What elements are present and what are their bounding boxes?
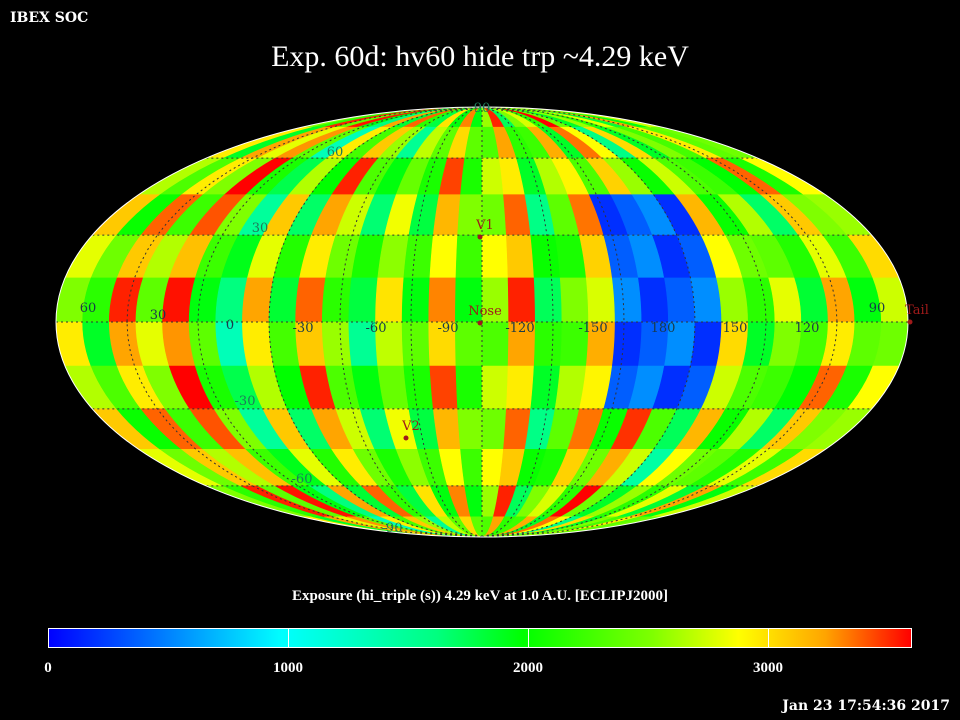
latitude-label: 30 xyxy=(252,221,269,236)
exposure-cell xyxy=(559,277,589,323)
exposure-cell xyxy=(455,365,483,410)
timestamp: Jan 23 17:54:36 2017 xyxy=(782,698,950,714)
latitude-label: 90 xyxy=(474,101,491,116)
exposure-cell xyxy=(506,234,535,279)
exposure-cell xyxy=(506,365,535,410)
marker-label: V1 xyxy=(475,218,494,233)
longitude-label: 120 xyxy=(795,321,820,336)
longitude-label: -60 xyxy=(366,321,387,336)
exposure-cell xyxy=(375,277,405,323)
colorbar-tick-label: 2000 xyxy=(513,660,543,676)
meridian-line xyxy=(126,107,483,537)
longitude-label: -120 xyxy=(505,321,534,336)
latitude-label: -30 xyxy=(235,394,256,409)
exposure-cell xyxy=(403,365,434,410)
meridian-line xyxy=(268,107,483,537)
exposure-cell xyxy=(716,277,749,323)
sky-map: 90 60 30 -30 -60 -90 60 30 0 -30 -60 -90 -120 -150 180… xyxy=(55,101,929,538)
marker-label: Nose xyxy=(468,304,502,319)
exposure-cell xyxy=(530,234,561,279)
exposure-cell xyxy=(533,321,563,367)
meridian-line xyxy=(410,107,483,537)
colorbar-tick-label: 1000 xyxy=(273,660,303,676)
exposure-cell xyxy=(268,277,300,323)
exposure-cell xyxy=(401,277,431,323)
latitude-label: 60 xyxy=(327,145,344,160)
exposure-cell xyxy=(321,321,353,367)
exposure-cell xyxy=(428,277,457,323)
colorbar-tick xyxy=(288,628,289,648)
latitude-label: -90 xyxy=(382,521,403,536)
exposure-cell xyxy=(690,277,722,323)
marker-dot xyxy=(477,320,483,326)
marker-dot xyxy=(403,435,409,441)
exposure-cell xyxy=(507,277,536,323)
exposure-cell xyxy=(481,365,509,410)
exposure-cell xyxy=(455,321,483,367)
longitude-label: 60 xyxy=(80,301,97,316)
meridian-line xyxy=(481,107,696,537)
colorbar-tick xyxy=(528,628,529,648)
longitude-label: 30 xyxy=(150,308,167,323)
page-title: Exp. 60d: hv60 hide trp ~4.29 keV xyxy=(271,40,689,73)
longitude-label: -150 xyxy=(578,321,607,336)
exposure-cell xyxy=(460,157,483,196)
meridian-line xyxy=(481,107,838,537)
marker-label: V2 xyxy=(401,419,420,434)
colorbar-tick-label: 3000 xyxy=(753,660,783,676)
exposure-cell xyxy=(295,277,326,323)
longitude-label: 150 xyxy=(723,321,748,336)
meridian-line xyxy=(481,107,554,537)
grid-labels: 90 60 30 -30 -60 -90 60 30 0 -30 -60 -90 -120 -150 180… xyxy=(80,101,886,536)
exposure-cell xyxy=(460,448,483,487)
exposure-cell xyxy=(481,234,509,279)
exposure-cell xyxy=(348,277,379,323)
exposure-cell xyxy=(638,277,669,323)
marker-dot xyxy=(907,319,913,325)
longitude-label: -30 xyxy=(293,321,314,336)
longitude-label: 0 xyxy=(226,318,234,333)
exposure-cell xyxy=(457,408,483,450)
org-label: IBEX SOC xyxy=(10,10,89,26)
exposure-cell xyxy=(481,408,507,450)
exposure-cell xyxy=(690,321,722,367)
colorbar-label: Exposure (hi_triple (s)) 4.29 keV at 1.0… xyxy=(291,588,669,604)
marker-dot xyxy=(477,234,483,240)
exposure-cell xyxy=(401,321,431,367)
exposure-cell xyxy=(321,277,353,323)
exposure-cell xyxy=(611,321,643,367)
exposure-cell xyxy=(429,365,458,410)
exposure-cell xyxy=(429,234,458,279)
colorbar-tick xyxy=(768,628,769,648)
longitude-label: -90 xyxy=(438,321,459,336)
exposure-cell xyxy=(403,234,434,279)
marker-label: Tail xyxy=(905,303,929,318)
colorbar xyxy=(48,628,912,648)
latitude-label: -60 xyxy=(292,472,313,487)
markers: V1 Nose V2 Tail xyxy=(401,218,929,441)
longitude-label: 180 xyxy=(651,321,676,336)
exposure-cell xyxy=(455,234,483,279)
exposure-cell xyxy=(530,365,561,410)
exposure-cell xyxy=(533,277,563,323)
exposure-stripes xyxy=(56,107,908,537)
exposure-cell xyxy=(585,277,616,323)
longitude-label: 90 xyxy=(869,301,886,316)
colorbar-tick-label: 0 xyxy=(44,660,52,676)
exposure-cell xyxy=(664,277,696,323)
exposure-cell xyxy=(611,277,643,323)
